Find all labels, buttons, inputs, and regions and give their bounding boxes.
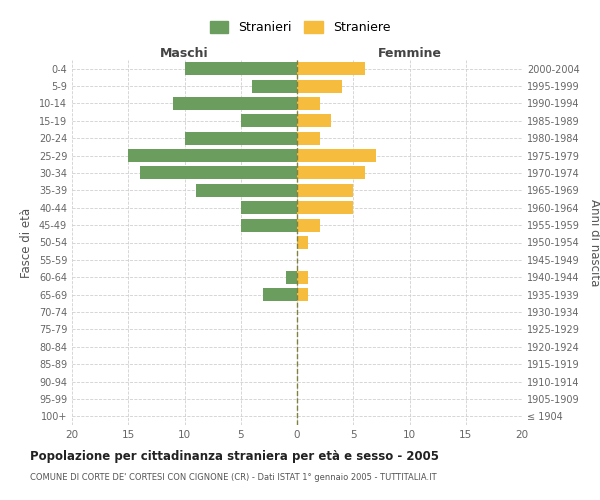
Bar bbox=[286, 270, 297, 284]
Bar bbox=[297, 201, 353, 214]
Y-axis label: Fasce di età: Fasce di età bbox=[20, 208, 33, 278]
Bar bbox=[241, 218, 297, 232]
Bar bbox=[185, 132, 297, 144]
Bar bbox=[297, 288, 308, 301]
Legend: Stranieri, Straniere: Stranieri, Straniere bbox=[205, 16, 395, 40]
Bar bbox=[139, 166, 297, 179]
Bar bbox=[297, 149, 376, 162]
Bar bbox=[297, 270, 308, 284]
Bar bbox=[241, 201, 297, 214]
Bar bbox=[297, 166, 365, 179]
Bar bbox=[297, 236, 308, 249]
Text: Femmine: Femmine bbox=[377, 47, 442, 60]
Bar bbox=[297, 97, 320, 110]
Bar bbox=[263, 288, 297, 301]
Text: Maschi: Maschi bbox=[160, 47, 209, 60]
Bar bbox=[128, 149, 297, 162]
Bar bbox=[297, 62, 365, 75]
Bar bbox=[241, 114, 297, 128]
Y-axis label: Anni di nascita: Anni di nascita bbox=[588, 199, 600, 286]
Text: Popolazione per cittadinanza straniera per età e sesso - 2005: Popolazione per cittadinanza straniera p… bbox=[30, 450, 439, 463]
Bar bbox=[252, 80, 297, 92]
Bar bbox=[297, 114, 331, 128]
Bar bbox=[297, 184, 353, 197]
Bar bbox=[297, 218, 320, 232]
Bar bbox=[185, 62, 297, 75]
Bar bbox=[173, 97, 297, 110]
Text: COMUNE DI CORTE DE' CORTESI CON CIGNONE (CR) - Dati ISTAT 1° gennaio 2005 - TUTT: COMUNE DI CORTE DE' CORTESI CON CIGNONE … bbox=[30, 472, 437, 482]
Bar bbox=[297, 80, 342, 92]
Bar bbox=[196, 184, 297, 197]
Bar bbox=[297, 132, 320, 144]
